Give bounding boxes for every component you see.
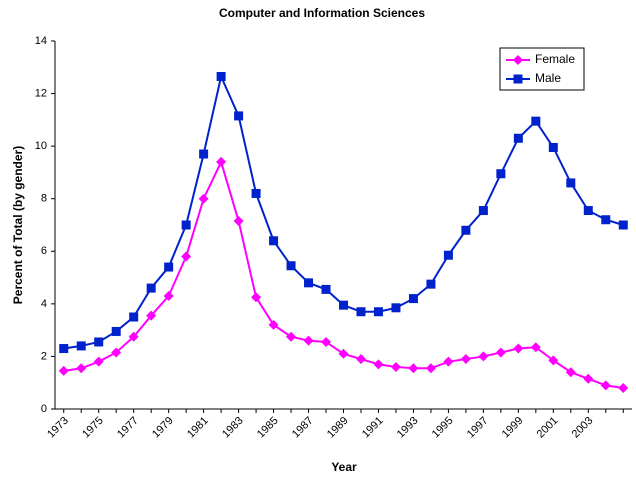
marker	[251, 188, 261, 198]
marker	[146, 283, 156, 293]
marker	[531, 116, 541, 126]
marker	[199, 149, 209, 159]
y-tick-label: 4	[41, 298, 47, 310]
marker	[339, 300, 348, 310]
x-tick-label: 1977	[115, 415, 141, 441]
marker	[129, 312, 139, 322]
marker	[513, 74, 523, 84]
marker	[338, 348, 349, 359]
x-axis-label: Year	[331, 460, 357, 474]
marker	[530, 342, 541, 353]
y-axis-label: Percent of Total (by gender)	[11, 146, 25, 304]
marker	[443, 250, 453, 260]
x-tick-label: 1991	[360, 415, 386, 441]
marker	[601, 215, 611, 225]
marker	[111, 347, 122, 358]
x-tick-label: 2003	[570, 415, 596, 441]
marker	[251, 292, 262, 303]
legend-label: Male	[535, 71, 561, 85]
marker	[426, 279, 436, 289]
marker	[513, 55, 523, 65]
marker	[496, 169, 506, 179]
marker	[443, 356, 454, 367]
marker	[391, 303, 401, 313]
marker	[600, 380, 611, 391]
x-tick-label: 1981	[185, 415, 211, 441]
x-tick-label: 1973	[45, 415, 71, 441]
marker	[304, 278, 314, 288]
marker	[321, 284, 331, 294]
marker	[269, 236, 279, 246]
marker	[460, 354, 471, 365]
y-tick-label: 14	[35, 35, 47, 47]
x-tick-label: 1989	[325, 415, 351, 441]
marker	[618, 382, 629, 393]
legend-label: Female	[535, 52, 575, 66]
y-tick-label: 8	[41, 193, 47, 205]
chart-title: Computer and Information Sciences	[219, 6, 425, 20]
marker	[513, 133, 523, 143]
marker	[566, 178, 576, 188]
marker	[478, 206, 488, 216]
y-tick-label: 2	[41, 350, 47, 362]
marker	[164, 262, 174, 272]
marker	[478, 351, 489, 362]
marker	[93, 356, 104, 367]
marker	[76, 341, 86, 351]
marker	[286, 331, 297, 342]
marker	[373, 307, 383, 317]
marker	[461, 225, 471, 235]
marker	[513, 343, 524, 354]
y-tick-label: 0	[41, 403, 47, 415]
x-tick-label: 1985	[255, 415, 281, 441]
x-tick-label: 1983	[220, 415, 246, 441]
y-tick-label: 12	[35, 87, 47, 99]
marker	[286, 261, 296, 271]
marker	[198, 193, 209, 204]
marker	[146, 310, 157, 321]
marker	[356, 307, 366, 317]
x-tick-label: 1975	[80, 415, 106, 441]
marker	[425, 363, 436, 374]
marker	[303, 335, 314, 346]
marker	[390, 361, 401, 372]
marker	[565, 367, 576, 378]
marker	[234, 111, 244, 121]
marker	[495, 347, 506, 358]
y-tick-label: 6	[41, 245, 47, 257]
x-tick-label: 1993	[395, 415, 421, 441]
marker	[373, 359, 384, 370]
marker	[181, 251, 192, 262]
marker	[181, 220, 191, 230]
marker	[111, 326, 121, 336]
marker	[548, 142, 558, 152]
x-tick-label: 2001	[535, 415, 561, 441]
marker	[76, 363, 87, 374]
marker	[355, 354, 366, 365]
marker	[268, 319, 279, 330]
marker	[408, 363, 419, 374]
x-tick-label: 1979	[150, 415, 176, 441]
marker	[618, 220, 628, 230]
marker	[59, 344, 69, 354]
marker	[58, 365, 69, 376]
marker	[548, 355, 559, 366]
marker	[216, 156, 227, 167]
marker	[583, 206, 593, 216]
x-tick-label: 1987	[290, 415, 316, 441]
marker	[216, 71, 226, 81]
marker	[583, 373, 594, 384]
marker	[128, 331, 139, 342]
marker	[233, 216, 244, 227]
x-tick-label: 1997	[465, 415, 491, 441]
x-tick-label: 1999	[500, 415, 526, 441]
marker	[321, 336, 332, 347]
x-tick-label: 1995	[430, 415, 456, 441]
y-tick-label: 10	[35, 140, 47, 152]
marker	[163, 290, 174, 301]
marker	[94, 337, 104, 347]
marker	[408, 294, 418, 304]
